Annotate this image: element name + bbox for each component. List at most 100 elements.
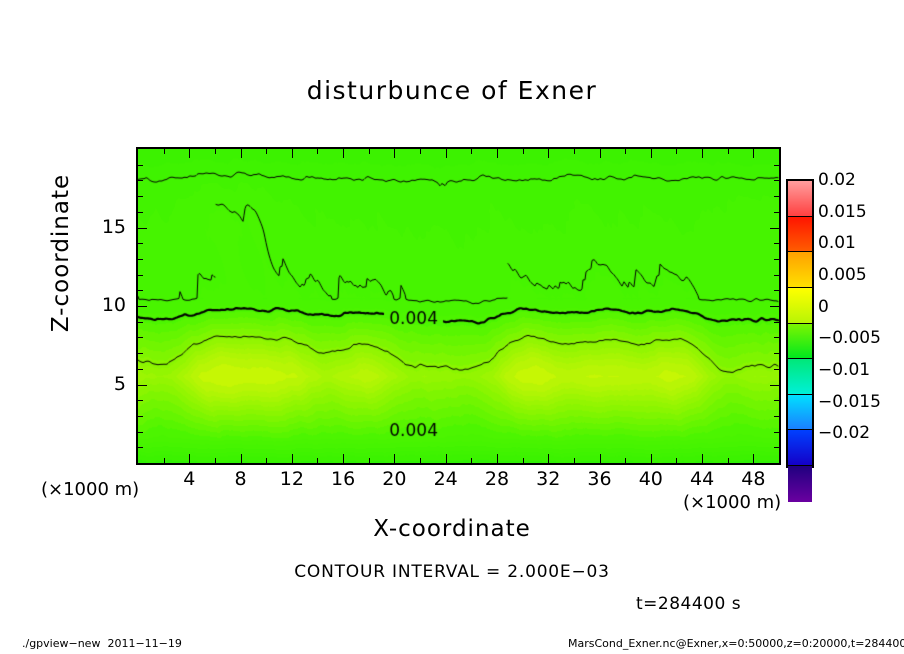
x-tick-top-8	[241, 149, 242, 158]
colorbar-band-6	[788, 394, 812, 431]
colorbar-band-2	[788, 252, 812, 288]
y-axis-title: Z-coordinate	[48, 173, 74, 333]
x-tick-top-22	[420, 149, 421, 154]
z-tick-3	[138, 416, 143, 417]
z-tick-right-10	[770, 306, 779, 307]
x-tick-12	[292, 454, 293, 463]
x-tick-30	[523, 458, 524, 463]
x-tick-top-46	[728, 149, 729, 154]
colorbar-label-2: 0.01	[818, 233, 856, 254]
z-tick-5	[138, 385, 147, 386]
x-tick-48	[753, 454, 754, 463]
colorbar-band-7	[788, 430, 812, 466]
z-tick-16	[138, 212, 143, 213]
x-tick-40	[651, 454, 652, 463]
colorbar-label-7: −0.015	[818, 391, 881, 412]
z-tick-14	[138, 243, 143, 244]
x-tick-32	[548, 454, 549, 463]
z-tick-right-1	[774, 447, 779, 448]
x-tick-top-40	[651, 149, 652, 158]
x-tick-top-42	[676, 149, 677, 154]
footer-command: ./gpview−new 2011−11−19	[22, 637, 182, 650]
plot-area	[136, 147, 781, 465]
z-tick-right-3	[774, 416, 779, 417]
z-tick-8	[138, 337, 143, 338]
colorbar-band-1	[788, 216, 812, 253]
z-tick-right-9	[774, 322, 779, 323]
z-tick-right-7	[774, 353, 779, 354]
z-tick-right-13	[774, 259, 779, 260]
x-tick-16	[343, 454, 344, 463]
x-tick-10	[266, 458, 267, 463]
colorbar-label-5: −0.005	[818, 328, 881, 349]
z-tick-right-8	[774, 337, 779, 338]
x-units-right: (×1000 m)	[683, 492, 782, 513]
footer-source: MarsCond_Exner.nc@Exner,x=0:50000,z=0:20…	[568, 637, 904, 650]
colorbar-label-4: 0	[818, 296, 829, 317]
x-axis-title: X-coordinate	[373, 516, 531, 542]
z-tick-label-5: 5	[113, 372, 126, 395]
x-tick-label-24: 24	[433, 468, 458, 490]
x-tick-label-12: 12	[279, 468, 304, 490]
x-tick-top-16	[343, 149, 344, 158]
z-tick-17	[138, 196, 143, 197]
x-tick-6	[215, 458, 216, 463]
x-tick-top-26	[471, 149, 472, 154]
colorbar-label-8: −0.02	[818, 423, 871, 444]
x-tick-8	[241, 454, 242, 463]
colorbar-band-0	[788, 181, 812, 217]
x-tick-28	[497, 454, 498, 463]
z-tick-right-12	[774, 275, 779, 276]
x-tick-top-24	[446, 149, 447, 158]
colorbar-label-6: −0.01	[818, 360, 871, 380]
z-tick-11	[138, 290, 143, 291]
z-tick-4	[138, 400, 143, 401]
z-tick-label-15: 15	[101, 215, 126, 238]
x-tick-38	[625, 458, 626, 463]
z-tick-right-6	[774, 369, 779, 370]
x-tick-24	[446, 454, 447, 463]
z-tick-right-11	[774, 290, 779, 291]
x-tick-44	[702, 454, 703, 463]
x-tick-label-28: 28	[484, 468, 510, 490]
x-units-left: (×1000 m)	[41, 479, 140, 500]
z-tick-7	[138, 353, 143, 354]
z-tick-right-5	[770, 385, 779, 386]
x-tick-18	[369, 458, 370, 463]
x-tick-top-18	[369, 149, 370, 154]
x-tick-label-44: 44	[689, 468, 715, 490]
x-tick-top-20	[394, 149, 395, 158]
z-tick-12	[138, 275, 143, 276]
x-tick-26	[471, 458, 472, 463]
z-tick-right-15	[770, 228, 779, 229]
colorbar-band-8	[788, 466, 812, 502]
colorbar-label-3: 0.005	[818, 265, 867, 285]
x-tick-top-30	[523, 149, 524, 154]
x-tick-top-34	[574, 149, 575, 154]
z-tick-right-2	[774, 432, 779, 433]
x-tick-top-6	[215, 149, 216, 154]
colorbar-band-5	[788, 359, 812, 395]
z-tick-right-17	[774, 196, 779, 197]
z-tick-label-10: 10	[101, 294, 126, 316]
z-tick-9	[138, 322, 143, 323]
contour-field	[138, 149, 779, 463]
page-title: disturbunce of Exner	[306, 76, 598, 105]
z-tick-right-16	[774, 212, 779, 213]
z-tick-1	[138, 447, 143, 448]
x-tick-label-48: 48	[741, 468, 766, 490]
x-tick-14	[317, 458, 318, 463]
z-tick-15	[138, 228, 147, 229]
z-tick-10	[138, 306, 147, 307]
x-tick-36	[600, 454, 601, 463]
x-tick-4	[189, 454, 190, 463]
x-tick-top-36	[600, 149, 601, 158]
x-tick-label-4: 4	[183, 468, 196, 490]
colorbar-band-3	[788, 287, 812, 324]
x-tick-label-32: 32	[536, 468, 561, 490]
colorbar-label-1: 0.015	[818, 201, 867, 222]
x-tick-top-28	[497, 149, 498, 158]
x-tick-top-10	[266, 149, 267, 154]
z-tick-18	[138, 180, 143, 181]
x-tick-label-8: 8	[234, 468, 247, 490]
